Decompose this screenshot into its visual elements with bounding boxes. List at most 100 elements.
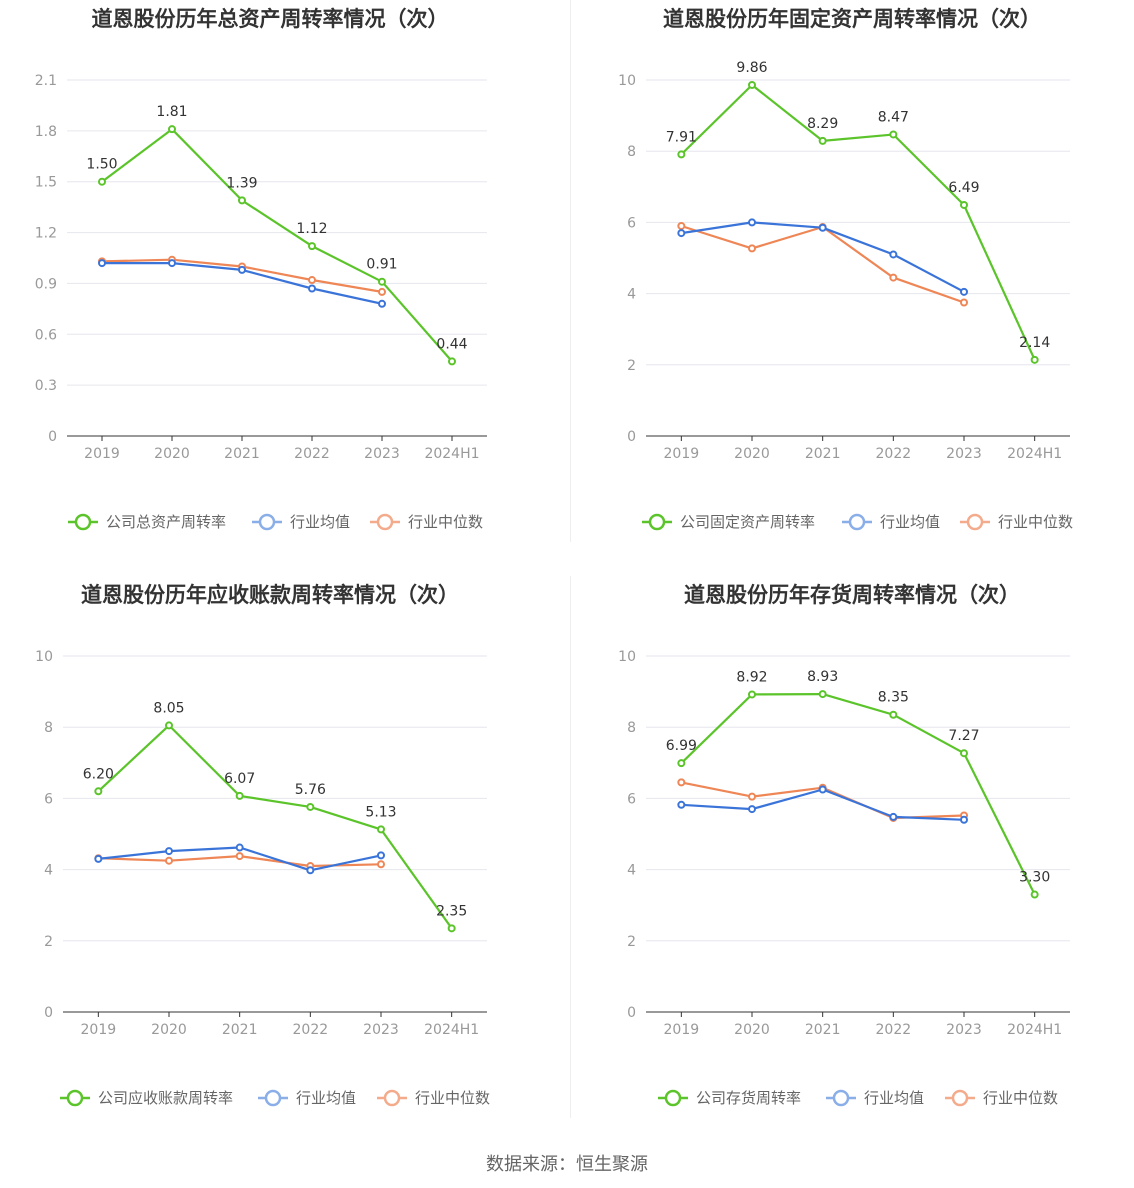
chart-title: 道恩股份历年总资产周转率情况（次） (92, 7, 449, 31)
y-tick-label: 2 (627, 934, 636, 950)
median-data-point (308, 276, 316, 285)
company-series-line (680, 692, 1036, 895)
legend-label-company: 公司存货周转率 (696, 1089, 801, 1107)
avg-data-point (238, 265, 246, 274)
y-tick-label: 0 (48, 429, 57, 445)
company-series-line (97, 724, 453, 929)
inventory-turnover-chart: 道恩股份历年存货周转率情况（次） 0 2 4 6 8 10 2019 2020 2021 2022 2… (576, 576, 1134, 1152)
data-label: 6.20 (83, 766, 114, 782)
company-data-point (818, 136, 827, 145)
legend-marker-company (648, 513, 666, 531)
avg-data-point (748, 805, 756, 814)
avg-series-line (681, 788, 965, 821)
avg-data-point (306, 866, 315, 875)
panel-divider-top (570, 0, 571, 542)
data-label: 3.30 (1019, 870, 1050, 886)
avg-data-point (818, 785, 827, 794)
company-data-point (960, 200, 968, 209)
y-tick-label: 0.3 (35, 378, 57, 394)
data-label: 1.81 (156, 104, 187, 120)
y-tick-label: 10 (618, 73, 636, 89)
receivables-turnover-chart: 道恩股份历年应收账款周转率情况（次） 0 2 4 6 8 10 2019 2020 2021 202… (0, 576, 567, 1152)
y-tick-label: 6 (627, 791, 636, 807)
legend-marker-median (376, 513, 394, 531)
y-tick-label: 0 (44, 1005, 53, 1021)
data-label: 1.39 (226, 175, 257, 191)
data-label: 8.92 (736, 669, 767, 685)
legend-label-company: 公司总资产周转率 (106, 513, 226, 531)
x-tick-label: 2024H1 (424, 1022, 479, 1038)
legend-marker-avg (258, 513, 276, 531)
data-label: 6.49 (948, 180, 979, 196)
data-label: 9.86 (736, 60, 767, 76)
y-tick-label: 8 (627, 144, 636, 160)
y-tick-label: 6 (44, 791, 53, 807)
data-label: 8.35 (878, 690, 909, 706)
fixed-asset-turnover-chart: 道恩股份历年固定资产周转率情况（次） 0 2 4 6 8 10 2019 2020 2021 202… (576, 0, 1134, 576)
company-series-line (101, 128, 453, 363)
x-tick-label: 2020 (734, 446, 770, 462)
y-tick-label: 4 (44, 863, 53, 879)
y-tick-label: 0 (627, 1005, 636, 1021)
median-data-point (165, 856, 173, 865)
avg-data-point (748, 218, 756, 227)
avg-data-point (94, 854, 103, 863)
company-data-point (235, 791, 244, 800)
x-tick-label: 2021 (224, 446, 260, 462)
data-label: 1.12 (296, 221, 327, 237)
x-tick-label: 2019 (664, 1022, 700, 1038)
chart-title: 道恩股份历年固定资产周转率情况（次） (663, 7, 1041, 31)
y-tick-label: 6 (627, 215, 636, 231)
x-tick-label: 2023 (364, 446, 400, 462)
legend-marker-avg (848, 513, 866, 531)
company-data-point (168, 125, 176, 134)
legend-label-company: 公司固定资产周转率 (680, 513, 815, 531)
total-asset-turnover-svg: 道恩股份历年总资产周转率情况（次） 0 0.3 0.6 0.9 1.2 1.5 1.8 2.1 2… (35, 7, 487, 531)
y-tick-label: 2 (44, 934, 53, 950)
x-tick-label: 2020 (734, 1022, 770, 1038)
x-tick-label: 2019 (664, 446, 700, 462)
data-label: 1.50 (86, 157, 117, 173)
data-label: 8.05 (153, 700, 184, 716)
x-tick-label: 2022 (293, 1022, 329, 1038)
median-data-point (235, 852, 244, 861)
x-tick-label: 2023 (946, 446, 982, 462)
legend-label-company: 公司应收账款周转率 (98, 1089, 233, 1107)
legend-marker-median (951, 1089, 969, 1107)
company-data-point (960, 749, 968, 758)
company-data-point (818, 690, 827, 699)
y-tick-label: 1.2 (35, 226, 57, 242)
x-tick-label: 2021 (222, 1022, 258, 1038)
data-label: 2.14 (1019, 335, 1050, 351)
company-data-point (1030, 890, 1039, 899)
avg-data-point (165, 847, 173, 856)
x-tick-label: 2020 (154, 446, 190, 462)
company-data-point (889, 130, 898, 139)
legend-marker-median (383, 1089, 401, 1107)
median-data-point (378, 287, 386, 296)
y-tick-label: 4 (627, 287, 636, 303)
company-data-point (165, 721, 173, 730)
x-tick-label: 2022 (294, 446, 330, 462)
y-tick-label: 2 (627, 358, 636, 374)
median-data-point (748, 244, 756, 253)
legend-label-median: 行业中位数 (415, 1089, 490, 1107)
x-tick-label: 2024H1 (1007, 446, 1062, 462)
company-data-point (448, 357, 456, 366)
x-tick-label: 2022 (876, 446, 912, 462)
data-label: 8.29 (807, 116, 838, 132)
x-tick-label: 2023 (363, 1022, 399, 1038)
avg-data-point (677, 229, 686, 238)
company-data-point (889, 710, 898, 719)
x-tick-label: 2021 (805, 1022, 841, 1038)
x-tick-label: 2019 (84, 446, 120, 462)
legend-label-avg: 行业均值 (864, 1089, 924, 1107)
company-data-point (748, 80, 756, 89)
company-data-point (1030, 355, 1039, 364)
data-label: 5.76 (295, 782, 326, 798)
legend-marker-company (66, 1089, 84, 1107)
x-tick-label: 2020 (151, 1022, 187, 1038)
median-data-point (677, 778, 686, 787)
company-data-point (306, 802, 315, 811)
